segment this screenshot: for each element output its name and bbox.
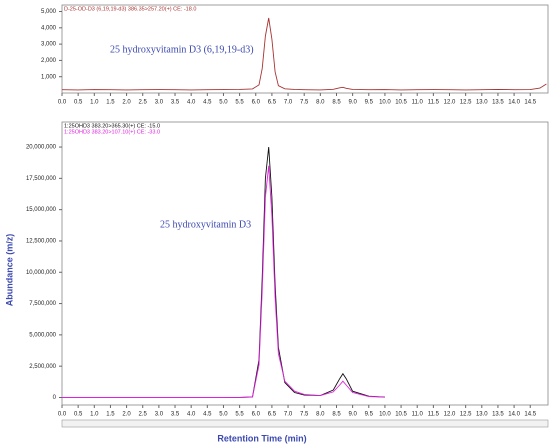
x-tick-label: 2.0 (122, 412, 131, 418)
plot-area (61, 4, 549, 94)
x-tick-label: 11.0 (412, 412, 424, 418)
x-tick-label: 14.5 (524, 412, 536, 418)
y-tick-label: 2,000 (41, 58, 57, 64)
x-tick-label: 3.5 (171, 412, 180, 418)
x-tick-label: 6.5 (268, 100, 277, 106)
x-tick-label: 0.5 (74, 412, 83, 418)
y-tick-label: 7,500,000 (29, 301, 56, 307)
x-tick-label: 13.0 (476, 412, 488, 418)
x-tick-label: 2.0 (122, 100, 131, 106)
x-tick-label: 9.0 (348, 100, 357, 106)
x-tick-label: 5.0 (219, 100, 228, 106)
x-tick-label: 14.0 (508, 412, 520, 418)
x-tick-label: 14.5 (524, 100, 536, 106)
x-tick-label: 14.0 (508, 100, 520, 106)
x-tick-label: 10.5 (395, 412, 407, 418)
x-tick-label: 6.0 (252, 100, 261, 106)
y-tick-label: 10,000,000 (26, 270, 57, 276)
x-tick-label: 12.5 (460, 100, 472, 106)
x-tick-label: 0.5 (74, 100, 83, 106)
x-axis-label: Retention Time (min) (217, 433, 306, 443)
x-tick-label: 9.5 (365, 412, 374, 418)
y-tick-label: 5,000 (41, 9, 57, 15)
annotation: 25 hydroxyvitamin D3 (160, 219, 251, 230)
x-tick-label: 8.0 (316, 412, 325, 418)
x-tick-label: 5.0 (219, 412, 228, 418)
scrollbar[interactable] (61, 419, 549, 428)
y-tick-label: 12,500,000 (26, 239, 57, 245)
x-tick-label: 3.0 (155, 100, 164, 106)
x-tick-label: 12.0 (444, 412, 456, 418)
x-tick-label: 7.0 (284, 100, 293, 106)
x-tick-label: 1.0 (90, 100, 99, 106)
x-tick-label: 4.5 (203, 412, 212, 418)
y-tick-label: 2,500,000 (29, 364, 56, 370)
x-tick-label: 6.0 (252, 412, 261, 418)
x-tick-label: 5.5 (235, 412, 244, 418)
x-tick-label: 10.0 (379, 412, 391, 418)
x-tick-label: 2.5 (139, 412, 148, 418)
y-tick-label: 4,000 (41, 25, 57, 31)
x-tick-label: 10.0 (379, 100, 391, 106)
x-tick-label: 1.5 (106, 412, 115, 418)
x-tick-label: 11.0 (412, 100, 424, 106)
x-tick-label: 8.5 (332, 412, 341, 418)
plot-area (61, 121, 549, 406)
x-tick-label: 6.5 (268, 412, 277, 418)
x-tick-label: 7.0 (284, 412, 293, 418)
x-tick-label: 10.5 (395, 100, 407, 106)
x-tick-label: 0.0 (58, 100, 67, 106)
y-tick-label: 3,000 (41, 42, 57, 48)
x-tick-label: 5.5 (235, 100, 244, 106)
x-tick-label: 0.0 (58, 412, 67, 418)
x-tick-label: 3.5 (171, 100, 180, 106)
x-tick-label: 7.5 (300, 100, 309, 106)
x-tick-label: 4.5 (203, 100, 212, 106)
y-tick-label: 15,000,000 (26, 207, 57, 213)
legend-entry: 1:25OHD3 383.20>365.30(+) CE: -15.0 (64, 123, 160, 129)
x-tick-label: 13.5 (492, 100, 504, 106)
y-tick-label: 17,500,000 (26, 176, 57, 182)
x-tick-label: 2.5 (139, 100, 148, 106)
x-tick-label: 8.5 (332, 100, 341, 106)
x-tick-label: 1.5 (106, 100, 115, 106)
annotation: 25 hydroxyvitamin D3 (6,19,19-d3) (110, 44, 254, 55)
x-tick-label: 4.0 (187, 412, 196, 418)
y-tick-label: 0 (53, 395, 57, 401)
x-tick-label: 1.0 (90, 412, 99, 418)
x-tick-label: 11.5 (428, 412, 440, 418)
trace-line (62, 165, 385, 398)
x-tick-label: 3.0 (155, 412, 164, 418)
legend-entry: 1:25OHD3 383.20>107.10(+) CE: -33.0 (64, 129, 160, 135)
x-tick-label: 9.5 (365, 100, 374, 106)
y-tick-label: 5,000,000 (29, 332, 56, 338)
x-tick-label: 8.0 (316, 100, 325, 106)
x-tick-label: 12.0 (444, 100, 456, 106)
x-tick-label: 11.5 (428, 100, 440, 106)
x-tick-label: 9.0 (348, 412, 357, 418)
trace-line (61, 17, 547, 91)
y-tick-label: 20,000,000 (26, 145, 57, 151)
x-tick-label: 13.5 (492, 412, 504, 418)
x-tick-label: 4.0 (187, 100, 196, 106)
x-tick-label: 12.5 (460, 412, 472, 418)
y-tick-label: 1,000 (41, 74, 57, 80)
legend-entry: D-25-OD-D3 (6,19,19-d3) 386.35>257.20(+)… (64, 6, 196, 12)
y-axis-label: Abundance (m/z) (4, 234, 14, 307)
x-tick-label: 13.0 (476, 100, 488, 106)
x-tick-label: 7.5 (300, 412, 309, 418)
